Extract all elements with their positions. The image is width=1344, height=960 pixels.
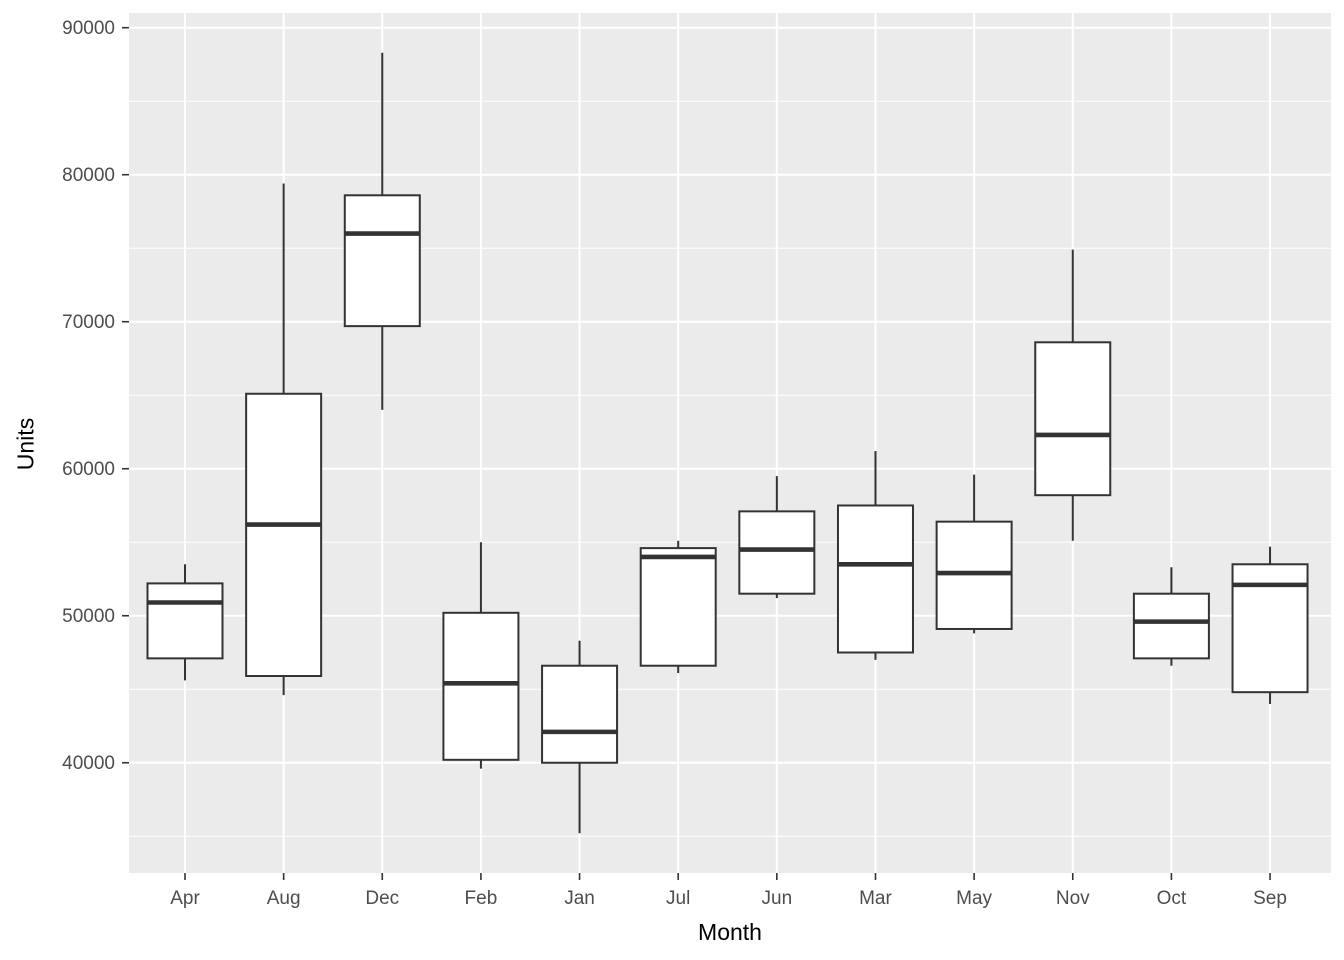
x-tick-label-sep: Sep (1253, 888, 1287, 909)
iqr-box (245, 392, 323, 678)
boxplot-nov (1034, 249, 1112, 541)
plot-panel (129, 13, 1331, 873)
x-tick-label-dec: Dec (365, 888, 399, 909)
x-tick-label-mar: Mar (859, 888, 892, 909)
boxplot-feb (442, 542, 520, 769)
boxplot-sep (1231, 546, 1309, 704)
boxplot-jul (639, 540, 717, 674)
iqr-box (1034, 341, 1112, 497)
boxplot-oct (1132, 567, 1210, 666)
x-tick-label-feb: Feb (465, 888, 498, 909)
boxplot-may (935, 474, 1013, 634)
x-axis-title: Month (698, 919, 762, 945)
iqr-box (639, 547, 717, 667)
x-tick-label-aug: Aug (267, 888, 301, 909)
boxplot-apr (146, 564, 224, 681)
boxplot-dec (343, 52, 421, 410)
boxplot-mar (836, 451, 914, 660)
boxplot-jan (541, 640, 619, 834)
x-tick-label-jul: Jul (666, 888, 690, 909)
x-tick-label-oct: Oct (1157, 888, 1187, 909)
y-axis-title: Units (12, 417, 39, 471)
x-tick-label-nov: Nov (1056, 888, 1090, 909)
y-tick-label: 60000 (62, 459, 115, 480)
iqr-box (442, 611, 520, 761)
y-tick-label: 40000 (62, 753, 115, 774)
x-tick-label-apr: Apr (170, 888, 200, 909)
iqr-box (1132, 592, 1210, 660)
y-tick-label: 50000 (62, 606, 115, 627)
y-tick-label: 70000 (62, 312, 115, 333)
x-tick-label-may: May (956, 888, 992, 909)
boxplot-aug (245, 183, 323, 696)
y-tick-label: 90000 (62, 18, 115, 39)
x-tick-label-jan: Jan (564, 888, 595, 909)
iqr-box (146, 582, 224, 660)
x-tick-label-jun: Jun (762, 888, 793, 909)
iqr-box (836, 504, 914, 654)
iqr-box (541, 664, 619, 764)
iqr-box (343, 194, 421, 328)
y-tick-label: 80000 (62, 165, 115, 186)
boxplot-jun (738, 476, 816, 599)
iqr-box (738, 510, 816, 595)
